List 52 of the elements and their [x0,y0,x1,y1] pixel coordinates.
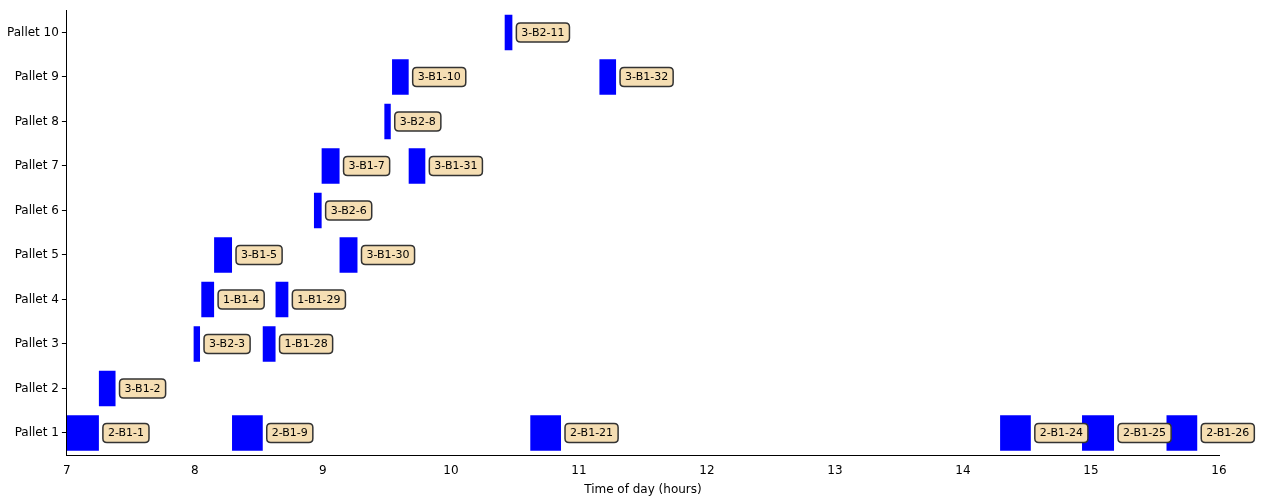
data-label: 1-B1-28 [284,337,328,351]
x-axis-title: Time of day (hours) [583,481,702,496]
x-tick-label: 9 [319,462,327,477]
data-label: 3-B1-30 [366,248,410,262]
x-tick-label: 8 [191,462,199,477]
x-tick-label: 10 [443,462,459,477]
y-tick-label: Pallet 4 [14,291,59,306]
data-label: 3-B2-3 [209,337,246,351]
bar [384,103,391,140]
bar [504,14,513,51]
x-tick-label: 16 [1211,462,1227,477]
x-tick-label: 12 [699,462,715,477]
data-label: 3-B1-5 [241,248,278,262]
x-tick-label: 13 [827,462,843,477]
data-label: 3-B2-6 [330,203,367,217]
data-label: 3-B2-8 [399,114,436,128]
data-label: 3-B1-31 [434,159,478,173]
y-tick-label: Pallet 8 [14,113,59,128]
y-tick-label: Pallet 5 [14,247,59,262]
data-label: 2-B1-24 [1039,426,1083,440]
data-label: 1-B1-4 [223,292,260,306]
data-label: 3-B2-11 [521,25,565,39]
bar [193,326,201,362]
x-tick-label: 11 [571,462,587,477]
y-tick-label: Pallet 3 [14,336,59,351]
y-tick-label: Pallet 7 [14,158,59,173]
data-label: 2-B1-21 [570,426,614,440]
bar [1000,415,1031,451]
data-label: 2-B1-26 [1206,426,1250,440]
x-tick-label: 14 [955,462,971,477]
data-label: 2-B1-9 [271,426,308,440]
x-tick-label: 15 [1083,462,1099,477]
y-tick-label: Pallet 6 [14,202,59,217]
data-label: 2-B1-25 [1123,426,1167,440]
bar [232,415,263,451]
y-tick-label: Pallet 2 [14,380,59,395]
bar [201,281,215,318]
data-label: 3-B1-10 [417,70,461,84]
bar [66,415,99,451]
bar [275,281,289,318]
y-tick-label: Pallet 1 [14,425,59,440]
bar [392,59,409,95]
y-tick-label: Pallet 10 [7,24,59,39]
data-label: 2-B1-1 [107,426,144,440]
bar [313,192,322,229]
data-label: 3-B1-32 [625,70,669,84]
data-label: 3-B1-7 [348,159,385,173]
x-tick-label: 7 [63,462,71,477]
data-label: 3-B1-2 [124,381,161,395]
bar [262,326,276,362]
y-tick-label: Pallet 9 [14,69,59,84]
data-label: 1-B1-29 [297,292,341,306]
